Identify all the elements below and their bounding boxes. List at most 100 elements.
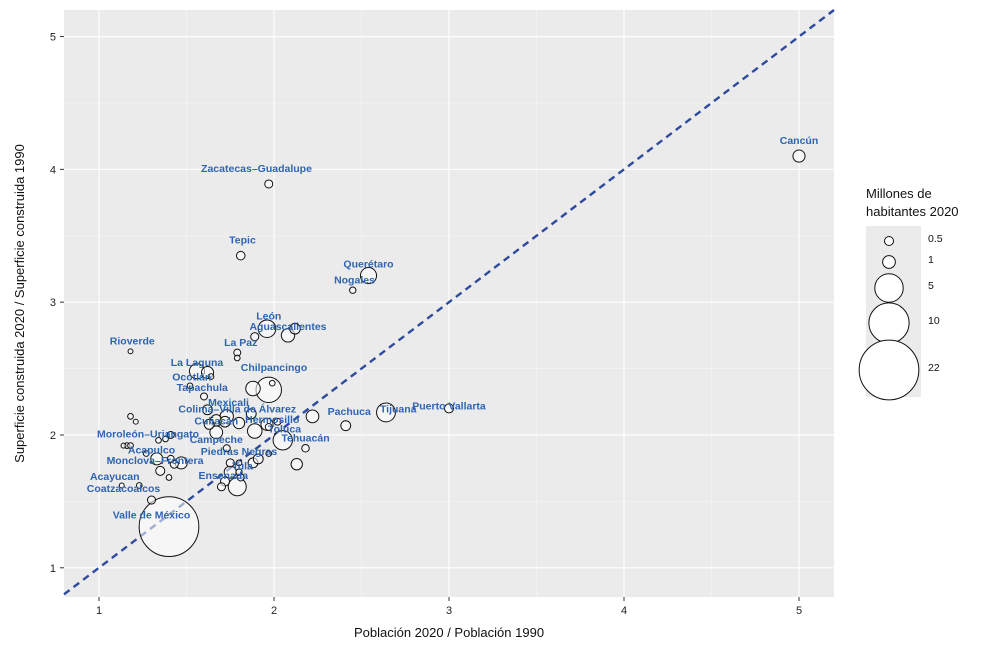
unlabeled-city-point — [290, 458, 303, 471]
city-label: Piedras Negras — [201, 446, 278, 458]
city-point — [349, 286, 357, 294]
unlabeled-city-point — [155, 465, 166, 476]
y-tick-label: 4 — [50, 164, 56, 176]
x-tick-label: 5 — [796, 605, 802, 617]
city-point — [127, 348, 134, 355]
unlabeled-city-point — [268, 379, 276, 387]
legend-size-circle — [868, 302, 910, 344]
legend-title-line-2: habitantes 2020 — [866, 204, 959, 219]
unlabeled-city-point — [252, 453, 264, 465]
city-point — [359, 267, 378, 285]
city-point — [235, 459, 243, 467]
legend-size-circle — [874, 273, 904, 303]
city-label: Tapachula — [177, 382, 228, 394]
x-tick-label: 3 — [446, 605, 452, 617]
identity-reference-line — [63, 9, 835, 596]
unlabeled-city-point — [203, 418, 215, 430]
unlabeled-city-point — [142, 450, 150, 457]
unlabeled-city-point — [216, 482, 227, 492]
y-tick-label: 5 — [50, 32, 56, 44]
city-label: Acapulco — [128, 445, 175, 457]
city-label: Querétaro — [343, 259, 393, 271]
city-label: Campeche — [190, 434, 243, 446]
city-label: Zacatecas–Guadalupe — [201, 163, 312, 175]
city-point — [301, 443, 310, 453]
legend-entries: 0.5 1 5 10 22 — [858, 233, 943, 401]
city-point — [186, 382, 194, 390]
data-points — [118, 149, 806, 557]
city-point — [444, 403, 454, 414]
city-label: Pachuca — [328, 406, 371, 418]
city-label: Tijuana — [380, 403, 417, 415]
legend-size-label: 5 — [928, 280, 934, 292]
size-legend: Millones de habitantes 2020 0.5 1 5 10 22 — [858, 186, 959, 401]
legend-size-circle — [882, 255, 896, 269]
city-label: Nogales — [334, 275, 375, 287]
city-label: Cancún — [780, 135, 819, 147]
legend-title-line-1: Millones de — [866, 186, 932, 201]
city-point — [340, 420, 352, 432]
city-point — [146, 495, 157, 505]
unlabeled-city-point — [155, 436, 162, 444]
unlabeled-city-point — [289, 322, 301, 335]
y-tick-label: 1 — [50, 563, 56, 575]
legend-size-label: 22 — [928, 362, 940, 374]
city-point — [257, 319, 277, 339]
city-point — [118, 482, 125, 489]
unlabeled-city-point — [127, 442, 134, 449]
city-label: Toluca — [268, 423, 301, 435]
unlabeled-city-point — [246, 423, 263, 439]
y-axis-title: Superficie construida 2020 / Superficie … — [12, 144, 27, 463]
city-label: Monclova–Frontera — [107, 455, 204, 467]
unlabeled-city-point — [264, 423, 273, 431]
city-label: Ocotlán — [172, 372, 211, 384]
city-label: Culiacán — [194, 415, 238, 427]
city-label: Chilpancingo — [241, 362, 308, 374]
city-point — [235, 468, 243, 476]
legend-size-label: 0.5 — [928, 233, 943, 245]
city-label: Tepic — [229, 235, 256, 247]
unlabeled-city-point — [166, 430, 175, 439]
x-tick-label: 1 — [96, 605, 102, 617]
unlabeled-city-point — [127, 413, 134, 420]
y-tick-label: 3 — [50, 297, 56, 309]
unlabeled-city-point — [132, 418, 139, 425]
city-label: León — [256, 310, 281, 322]
unlabeled-city-point — [162, 435, 169, 443]
unlabeled-city-point — [120, 442, 127, 449]
unlabeled-city-point — [135, 482, 143, 489]
city-point — [138, 496, 200, 557]
unlabeled-city-point — [245, 408, 257, 420]
city-point — [200, 392, 208, 401]
unlabeled-city-point — [225, 458, 235, 468]
legend-size-label: 10 — [928, 315, 940, 327]
unlabeled-city-point — [273, 417, 282, 426]
city-label: Moroleón–Uriangato — [97, 429, 199, 441]
city-point — [272, 430, 293, 451]
axis-ticks: 1 2 3 4 5 1 2 3 4 5 — [50, 32, 802, 617]
city-label: Tula — [232, 461, 253, 473]
x-tick-label: 4 — [621, 605, 627, 617]
city-label: Tehuacán — [281, 433, 329, 445]
city-label: Aguascalientes — [249, 321, 326, 333]
unlabeled-city-point — [305, 409, 320, 424]
unlabeled-city-point — [250, 332, 260, 342]
city-label: Acayucan — [90, 471, 140, 483]
unlabeled-city-point — [232, 416, 246, 430]
city-point — [235, 250, 246, 261]
city-label: La Laguna — [171, 357, 224, 369]
legend-size-circle — [858, 339, 920, 401]
unlabeled-city-point — [265, 450, 273, 457]
city-label: Colima–Villa de Álvarez — [178, 402, 296, 415]
unlabeled-city-point — [165, 474, 173, 481]
city-label: Valle de México — [113, 510, 191, 522]
unlabeled-city-point — [233, 354, 241, 362]
city-label: Puerto Vallarta — [412, 401, 486, 413]
y-tick-label: 2 — [50, 430, 56, 442]
x-tick-label: 2 — [271, 605, 277, 617]
unlabeled-city-point — [207, 373, 215, 380]
city-label: Rioverde — [110, 336, 155, 348]
city-point — [150, 452, 164, 466]
city-label: Hermosillo — [245, 414, 299, 426]
